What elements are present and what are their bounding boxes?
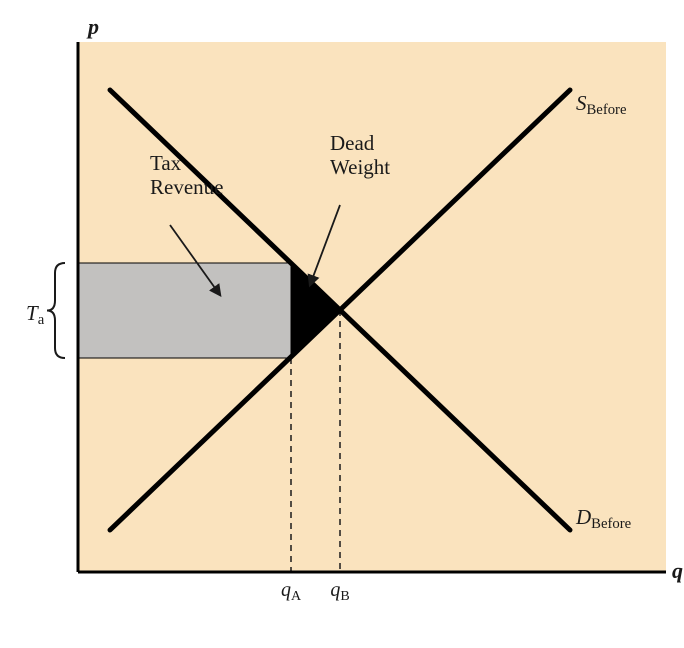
- tax-deadweight-chart: pqSBeforeDBeforeqAqBTaxRevenueDeadWeight…: [10, 10, 674, 638]
- qA-label: qA: [281, 579, 302, 604]
- tax-revenue-region: [78, 263, 291, 358]
- chart-svg: pqSBeforeDBeforeqAqBTaxRevenueDeadWeight…: [10, 10, 684, 633]
- y-axis-label: p: [86, 14, 99, 39]
- x-axis-label: q: [672, 558, 683, 583]
- qB-label: qB: [330, 579, 349, 604]
- Ta-label: Ta: [26, 301, 45, 328]
- Ta-brace: [47, 263, 65, 358]
